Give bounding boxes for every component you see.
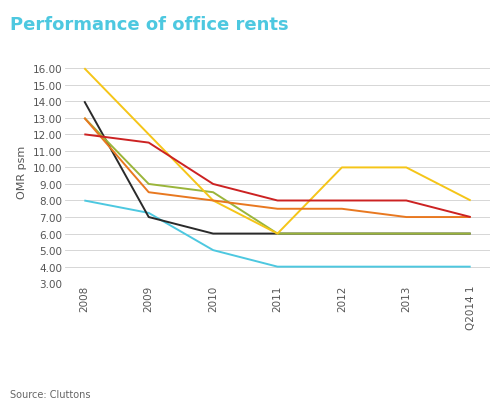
Shatti Al Qurum	[146, 132, 152, 137]
Al Khuwair	[82, 116, 87, 121]
Shatti Al Qurum	[404, 166, 409, 171]
Ghubrah	[404, 215, 409, 220]
CBD	[404, 264, 409, 269]
Ghubrah	[274, 207, 280, 212]
Line: Shatti Al Qurum: Shatti Al Qurum	[84, 69, 470, 234]
Line: CBD: CBD	[84, 201, 470, 267]
Ghubrah	[146, 190, 152, 195]
Line: Al Khuwair: Al Khuwair	[84, 119, 470, 234]
Y-axis label: OMR psm: OMR psm	[17, 145, 27, 199]
Qurum	[82, 100, 87, 104]
Azaiba	[210, 182, 216, 187]
Azaiba	[82, 132, 87, 137]
Azaiba	[468, 215, 473, 220]
Qurum	[146, 215, 152, 220]
Shatti Al Qurum	[468, 198, 473, 203]
Al Khuwair	[404, 232, 409, 237]
Al Khuwair	[210, 190, 216, 195]
Qurum	[274, 232, 280, 237]
Al Khuwair	[468, 232, 473, 237]
Qurum	[468, 232, 473, 237]
Ghubrah	[468, 215, 473, 220]
Qurum	[210, 232, 216, 237]
Line: Qurum: Qurum	[84, 102, 470, 234]
Al Khuwair	[339, 232, 345, 237]
Al Khuwair	[274, 232, 280, 237]
Line: Ghubrah: Ghubrah	[84, 119, 470, 217]
Ghubrah	[339, 207, 345, 212]
Shatti Al Qurum	[82, 66, 87, 71]
Azaiba	[274, 198, 280, 203]
Qurum	[339, 232, 345, 237]
CBD	[468, 264, 473, 269]
CBD	[339, 264, 345, 269]
Shatti Al Qurum	[210, 198, 216, 203]
Qurum	[404, 232, 409, 237]
Ghubrah	[82, 116, 87, 121]
CBD	[82, 198, 87, 203]
Al Khuwair	[146, 182, 152, 187]
CBD	[146, 211, 152, 216]
Azaiba	[404, 198, 409, 203]
Text: Source: Cluttons: Source: Cluttons	[10, 389, 90, 399]
Azaiba	[339, 198, 345, 203]
CBD	[274, 264, 280, 269]
CBD	[210, 248, 216, 253]
Line: Azaiba: Azaiba	[84, 135, 470, 217]
Shatti Al Qurum	[339, 166, 345, 171]
Ghubrah	[210, 198, 216, 203]
Text: Performance of office rents: Performance of office rents	[10, 16, 288, 34]
Shatti Al Qurum	[274, 232, 280, 237]
Azaiba	[146, 141, 152, 146]
